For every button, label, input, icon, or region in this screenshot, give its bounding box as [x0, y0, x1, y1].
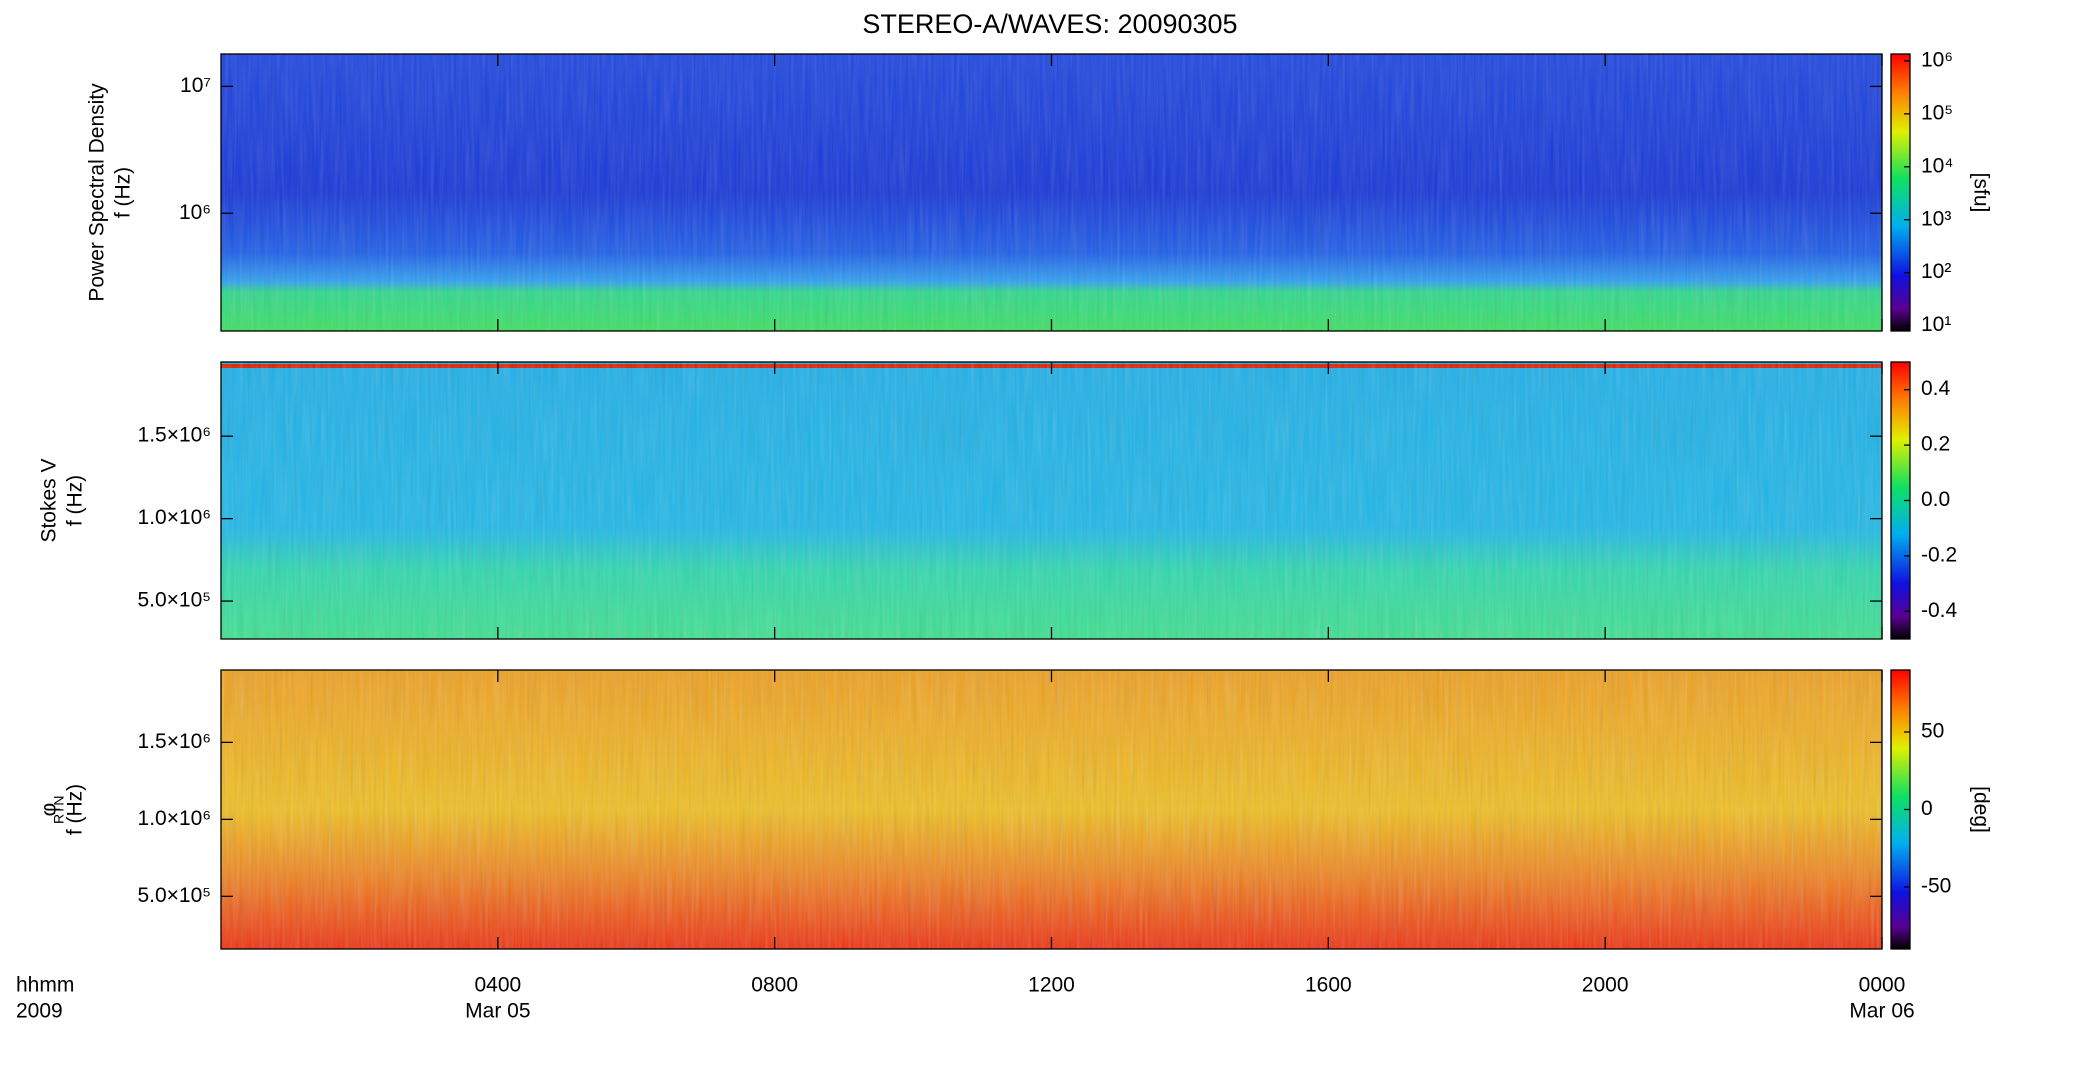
colorbar-tick-label: 0 — [1921, 797, 1933, 820]
y-tick-label: 1.5×10⁶ — [138, 424, 211, 447]
colorbar-label: [sfu] — [1969, 173, 1992, 213]
colorbar — [1890, 53, 1911, 332]
phi-texture — [221, 670, 1882, 949]
colorbar-label: [deg] — [1969, 786, 1992, 833]
colorbar-tick-label: 10¹ — [1921, 313, 1951, 336]
y-tick-label: 1.0×10⁶ — [138, 506, 211, 529]
chart-title: STEREO-A/WAVES: 20090305 — [862, 9, 1237, 39]
y-tick-label: 1.0×10⁶ — [138, 807, 211, 830]
y-axis-label: φ — [38, 803, 61, 817]
colorbar-tick-label: 10⁶ — [1921, 48, 1953, 71]
colorbar-tick-label: 0.2 — [1921, 433, 1950, 456]
x-tick-label: 0000 — [1859, 974, 1906, 997]
colorbar-tick-label: 10² — [1921, 260, 1951, 283]
x-tick-label: 1600 — [1305, 974, 1352, 997]
y-axis-label: f (Hz) — [64, 475, 87, 526]
colorbar-tick-label: -0.2 — [1921, 543, 1957, 566]
spectrogram-images — [221, 54, 1882, 949]
x-date-label: Mar 05 — [465, 1000, 530, 1023]
x-tick-label: 1200 — [1028, 974, 1075, 997]
stokes-texture — [221, 362, 1882, 639]
colorbar-tick-label: 0.0 — [1921, 488, 1950, 511]
y-axis-label: f (Hz) — [112, 167, 135, 218]
colorbar-tick-label: 10⁴ — [1921, 154, 1953, 177]
y-axis-label: f (Hz) — [64, 784, 87, 835]
y-axis-label: Stokes V — [38, 458, 61, 542]
colorbar-tick-label: -0.4 — [1921, 599, 1958, 622]
x-tick-label: 0400 — [474, 974, 521, 997]
year-label: 2009 — [16, 1000, 63, 1023]
format-label: hhmm — [16, 974, 74, 997]
colorbar-tick-label: -50 — [1921, 875, 1951, 898]
y-tick-label: 1.5×10⁶ — [138, 730, 211, 753]
x-tick-label: 0800 — [751, 974, 798, 997]
y-tick-label: 10⁶ — [179, 201, 211, 224]
y-tick-label: 5.0×10⁵ — [137, 884, 211, 907]
colorbar-tick-label: 0.4 — [1921, 377, 1951, 400]
y-tick-label: 5.0×10⁵ — [137, 589, 211, 612]
x-tick-label: 2000 — [1582, 974, 1629, 997]
colorbar-tick-label: 50 — [1921, 720, 1944, 743]
psd-texture — [221, 54, 1882, 331]
y-tick-label: 10⁷ — [180, 74, 211, 97]
x-date-label: Mar 06 — [1849, 1000, 1914, 1023]
y-axis-label: Power Spectral Density — [86, 83, 109, 302]
colorbar-tick-label: 10⁵ — [1921, 101, 1953, 124]
y-axis-label-subscript: RTN — [51, 796, 67, 825]
colorbar-tick-label: 10³ — [1921, 207, 1951, 230]
